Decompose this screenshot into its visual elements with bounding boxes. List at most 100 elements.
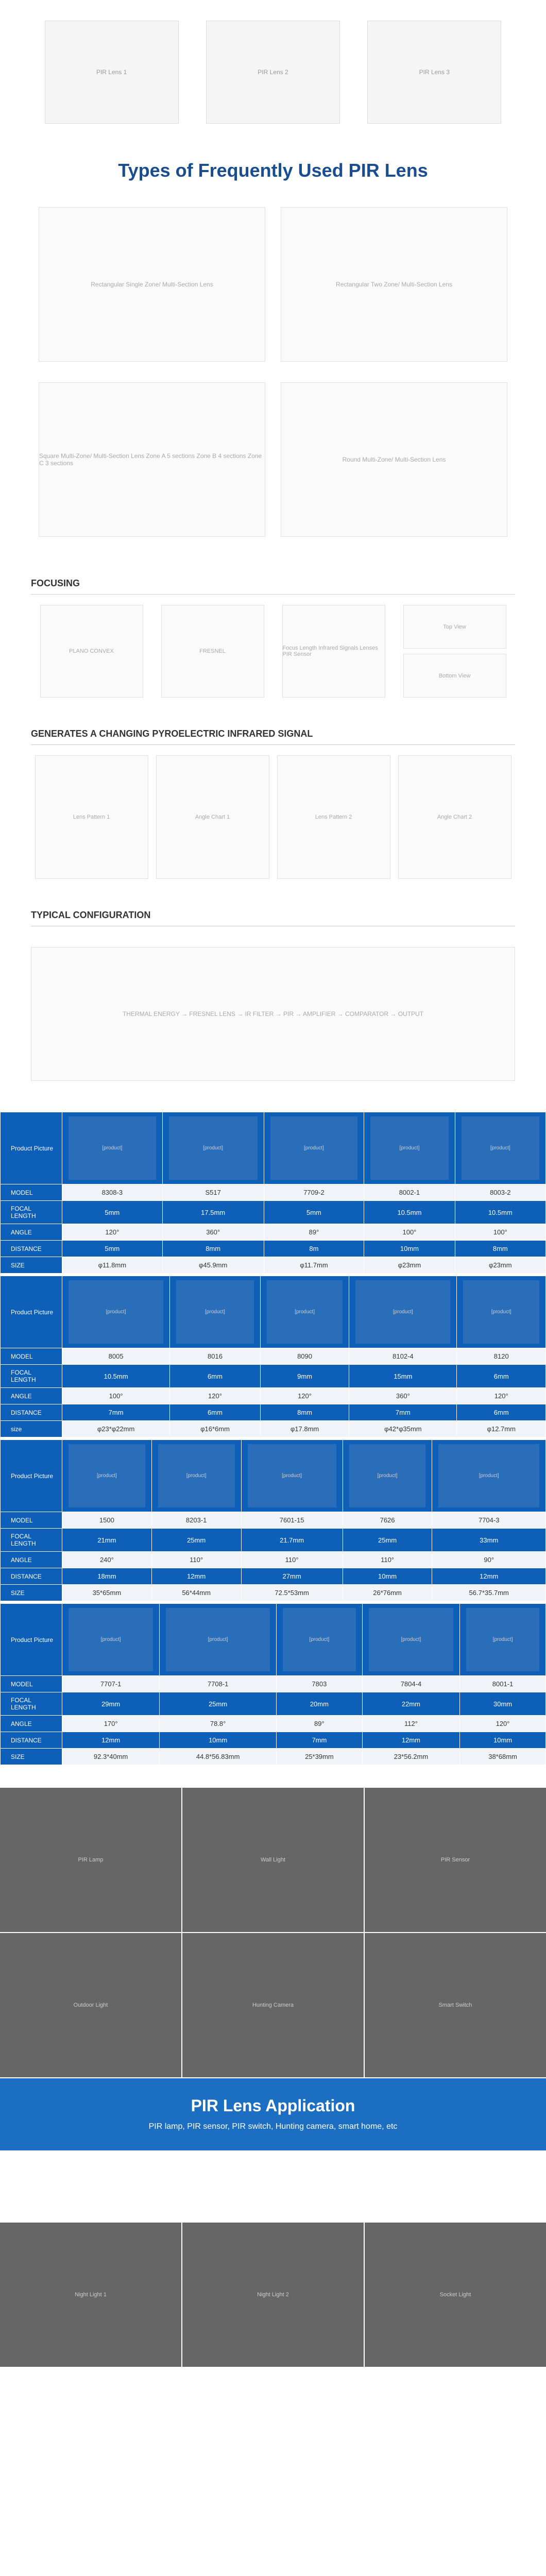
table-cell: φ16*6mm [170,1421,261,1437]
app-title: PIR Lens Application [191,2096,355,2115]
table-cell: 10.5mm [62,1365,170,1388]
table-cell: 6mm [457,1404,546,1421]
table-cell: 120° [170,1388,261,1404]
app-image-8: Night Light 2 [182,2223,364,2367]
table-cell: 23*56.2mm [362,1749,459,1765]
table-cell: 25mm [151,1529,241,1552]
table-cell: φ23*φ22mm [62,1421,170,1437]
table-cell: 89° [264,1224,364,1241]
app-image-1: PIR Lamp [0,1788,181,1932]
table-row-header: DISTANCE [1,1732,62,1749]
table-cell: 6mm [170,1365,261,1388]
table-row-header: ANGLE [1,1716,62,1732]
lens-image-3: PIR Lens 3 [367,21,501,124]
table-row-header: FOCAL LENGTH [1,1529,62,1552]
table-cell: 18mm [62,1568,152,1585]
diagram-round-multi: Round Multi-Zone/ Multi-Section Lens [281,382,507,537]
top-view-image: Top View [403,605,506,649]
table-row-header: MODEL [1,1348,62,1365]
table-cell: 12mm [432,1568,546,1585]
table-cell: 110° [151,1552,241,1568]
app-image-3: PIR Sensor [365,1788,546,1932]
table-cell: φ11.7mm [264,1257,364,1274]
diagram-rect-single: Rectangular Single Zone/ Multi-Section L… [39,207,265,362]
product-picture-cell: [product] [160,1604,277,1676]
table-row-header: DISTANCE [1,1568,62,1585]
table-cell: S517 [162,1184,264,1201]
table-cell: 44.8*56.83mm [160,1749,277,1765]
table-cell: 35*65mm [62,1585,152,1601]
config-header: TYPICAL CONFIGURATION [0,900,546,926]
table-header-picture: Product Picture [1,1604,62,1676]
table-cell: φ45.9mm [162,1257,264,1274]
table-cell: 10mm [343,1568,432,1585]
table-cell: 26*76mm [343,1585,432,1601]
table-row-header: SIZE [1,1585,62,1601]
product-picture-cell: [product] [162,1112,264,1184]
diagram-square-multi: Square Multi-Zone/ Multi-Section Lens Zo… [39,382,265,537]
table-cell: 21.7mm [241,1529,343,1552]
table-cell: 8002-1 [364,1184,455,1201]
table-row-header: DISTANCE [1,1241,62,1257]
table-cell: 22mm [362,1692,459,1716]
table-row-header: ANGLE [1,1552,62,1568]
table-cell: φ42*φ35mm [349,1421,457,1437]
signal-diagram-1: Lens Pattern 1 [35,755,148,879]
lens-image-2: PIR Lens 2 [206,21,340,124]
product-picture-cell: [product] [457,1276,546,1348]
table-header-picture: Product Picture [1,1440,62,1512]
table-cell: 120° [62,1224,163,1241]
product-picture-cell: [product] [62,1604,160,1676]
table-cell: 12mm [362,1732,459,1749]
plano-convex-diagram: PLANO CONVEX [40,605,143,698]
product-picture-cell: [product] [151,1440,241,1512]
table-cell: 7704-3 [432,1512,546,1529]
table-cell: φ23mm [455,1257,545,1274]
table-cell: 110° [241,1552,343,1568]
table-row-header: MODEL [1,1676,62,1692]
table-cell: 120° [457,1388,546,1404]
table-cell: 7mm [349,1404,457,1421]
table-cell: 5mm [264,1201,364,1224]
table-cell: 10mm [160,1732,277,1749]
spec-table-1: Product Picture[product][product][produc… [0,1112,546,1274]
table-cell: 7707-1 [62,1676,160,1692]
table-cell: 6mm [457,1365,546,1388]
spec-table-3: Product Picture[product][product][produc… [0,1439,546,1601]
table-cell: 72.5*53mm [241,1585,343,1601]
table-cell: 56*44mm [151,1585,241,1601]
signal-diagrams: Lens Pattern 1 Angle Chart 1 Lens Patter… [0,755,546,900]
table-cell: 8102-4 [349,1348,457,1365]
table-cell: 7803 [276,1676,362,1692]
product-picture-cell: [product] [170,1276,261,1348]
table-row-header: ANGLE [1,1224,62,1241]
table-row-header: SIZE [1,1257,62,1274]
table-cell: φ12.7mm [457,1421,546,1437]
table-cell: 110° [343,1552,432,1568]
table-cell: 25mm [160,1692,277,1716]
table-cell: 120° [460,1716,546,1732]
table-row-header: FOCAL LENGTH [1,1201,62,1224]
table-cell: 78.8° [160,1716,277,1732]
table-cell: 30mm [460,1692,546,1716]
table-cell: 20mm [276,1692,362,1716]
table-row-header: FOCAL LENGTH [1,1365,62,1388]
product-picture-cell: [product] [364,1112,455,1184]
bottom-view-image: Bottom View [403,654,506,698]
config-block-diagram: THERMAL ENERGY → FRESNEL LENS → IR FILTE… [31,947,515,1081]
product-picture-cell: [product] [264,1112,364,1184]
table-cell: 8120 [457,1348,546,1365]
table-cell: 15mm [349,1365,457,1388]
spec-table-4: Product Picture[product][product][produc… [0,1603,546,1765]
table-row-header: size [1,1421,62,1437]
lens-types-diagrams: Rectangular Single Zone/ Multi-Section L… [0,197,546,568]
signal-diagram-2: Angle Chart 1 [156,755,269,879]
focus-length-diagram: Focus Length Infrared Signals Lenses PIR… [282,605,385,698]
table-cell: 112° [362,1716,459,1732]
table-cell: 8016 [170,1348,261,1365]
table-cell: φ23mm [364,1257,455,1274]
table-cell: 10mm [364,1241,455,1257]
table-cell: 6mm [170,1404,261,1421]
signal-header: GENERATES A CHANGING PYROELECTRIC INFRAR… [0,718,546,744]
table-row-header: FOCAL LENGTH [1,1692,62,1716]
